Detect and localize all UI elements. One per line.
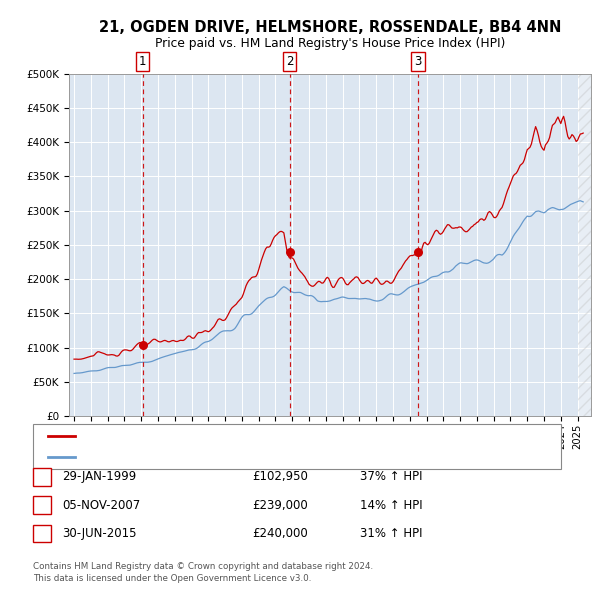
Text: £102,950: £102,950 bbox=[252, 470, 308, 483]
Text: HPI: Average price, detached house, Rossendale: HPI: Average price, detached house, Ross… bbox=[82, 452, 334, 462]
Text: 1: 1 bbox=[38, 470, 46, 483]
Text: 1: 1 bbox=[139, 55, 146, 68]
Text: 21, OGDEN DRIVE, HELMSHORE, ROSSENDALE, BB4 4NN (detached house): 21, OGDEN DRIVE, HELMSHORE, ROSSENDALE, … bbox=[82, 431, 472, 441]
Text: 30-JUN-2015: 30-JUN-2015 bbox=[62, 527, 136, 540]
Text: 05-NOV-2007: 05-NOV-2007 bbox=[62, 499, 140, 512]
Text: 21, OGDEN DRIVE, HELMSHORE, ROSSENDALE, BB4 4NN: 21, OGDEN DRIVE, HELMSHORE, ROSSENDALE, … bbox=[99, 20, 561, 35]
Text: 3: 3 bbox=[415, 55, 422, 68]
Text: 2: 2 bbox=[286, 55, 293, 68]
Text: 29-JAN-1999: 29-JAN-1999 bbox=[62, 470, 136, 483]
Polygon shape bbox=[578, 74, 591, 416]
Text: Price paid vs. HM Land Registry's House Price Index (HPI): Price paid vs. HM Land Registry's House … bbox=[155, 37, 505, 50]
Text: £239,000: £239,000 bbox=[252, 499, 308, 512]
Text: 37% ↑ HPI: 37% ↑ HPI bbox=[360, 470, 422, 483]
Text: This data is licensed under the Open Government Licence v3.0.: This data is licensed under the Open Gov… bbox=[33, 573, 311, 583]
Text: Contains HM Land Registry data © Crown copyright and database right 2024.: Contains HM Land Registry data © Crown c… bbox=[33, 562, 373, 571]
Text: £240,000: £240,000 bbox=[252, 527, 308, 540]
Text: 3: 3 bbox=[38, 527, 46, 540]
Text: 31% ↑ HPI: 31% ↑ HPI bbox=[360, 527, 422, 540]
Text: 14% ↑ HPI: 14% ↑ HPI bbox=[360, 499, 422, 512]
Text: 2: 2 bbox=[38, 499, 46, 512]
